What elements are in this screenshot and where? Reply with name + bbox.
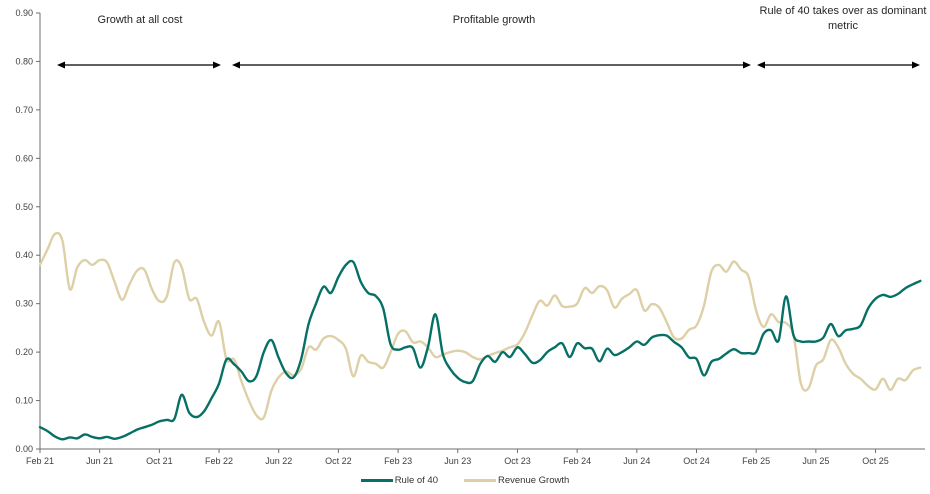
arrowhead-right-icon [912,61,920,69]
x-tick-label: Jun 21 [86,456,113,466]
x-tick-label: Oct 25 [862,456,889,466]
y-tick-label: 0.20 [15,347,33,357]
legend-label-revenue-growth: Revenue Growth [498,475,570,486]
y-tick-label: 0.30 [15,299,33,309]
x-tick-label: Jun 24 [623,456,650,466]
chart-legend: Rule of 40 Revenue Growth [0,475,930,486]
legend-item-revenue-growth: Revenue Growth [464,475,569,486]
x-tick-label: Jun 22 [265,456,292,466]
rule-of-40-line-swatch [360,479,393,482]
x-tick-label: Jun 25 [802,456,829,466]
annotation-profitable-growth: Profitable growth [452,14,536,26]
x-tick-label: Oct 24 [683,456,710,466]
y-tick-label: 0.00 [15,444,33,454]
legend-item-rule-of-40: Rule of 40 [360,475,438,486]
x-tick-label: Oct 23 [504,456,531,466]
x-tick-label: Feb 25 [742,456,770,466]
arrowhead-right-icon [743,61,751,69]
x-tick-label: Feb 23 [384,456,412,466]
legend-label-rule-of-40: Rule of 40 [394,475,438,486]
y-tick-label: 0.50 [15,202,33,212]
y-tick-label: 0.10 [15,396,33,406]
y-tick-label: 0.40 [15,250,33,260]
arrowhead-left-icon [757,61,765,69]
x-tick-label: Feb 22 [205,456,233,466]
revenue-growth-line [38,231,922,421]
arrowhead-left-icon [57,61,65,69]
y-tick-label: 0.70 [15,105,33,115]
x-tick-label: Oct 22 [325,456,352,466]
revenue-growth-line-swatch [464,479,496,482]
y-tick-label: 0.60 [15,153,33,163]
x-tick-label: Oct 21 [146,456,173,466]
y-tick-label: 0.80 [15,56,33,66]
x-tick-label: Feb 24 [563,456,591,466]
annotation-rule-of-40-dominant: Rule of 40 takes over as dominant metric [759,5,927,32]
arrowhead-right-icon [213,61,221,69]
rule-of-40-line [38,259,922,441]
arrowhead-left-icon [232,61,240,69]
y-tick-label: 0.90 [15,8,33,18]
x-tick-label: Feb 21 [26,456,54,466]
annotation-growth-at-all-cost: Growth at all cost [97,14,183,26]
x-tick-label: Jun 23 [444,456,471,466]
